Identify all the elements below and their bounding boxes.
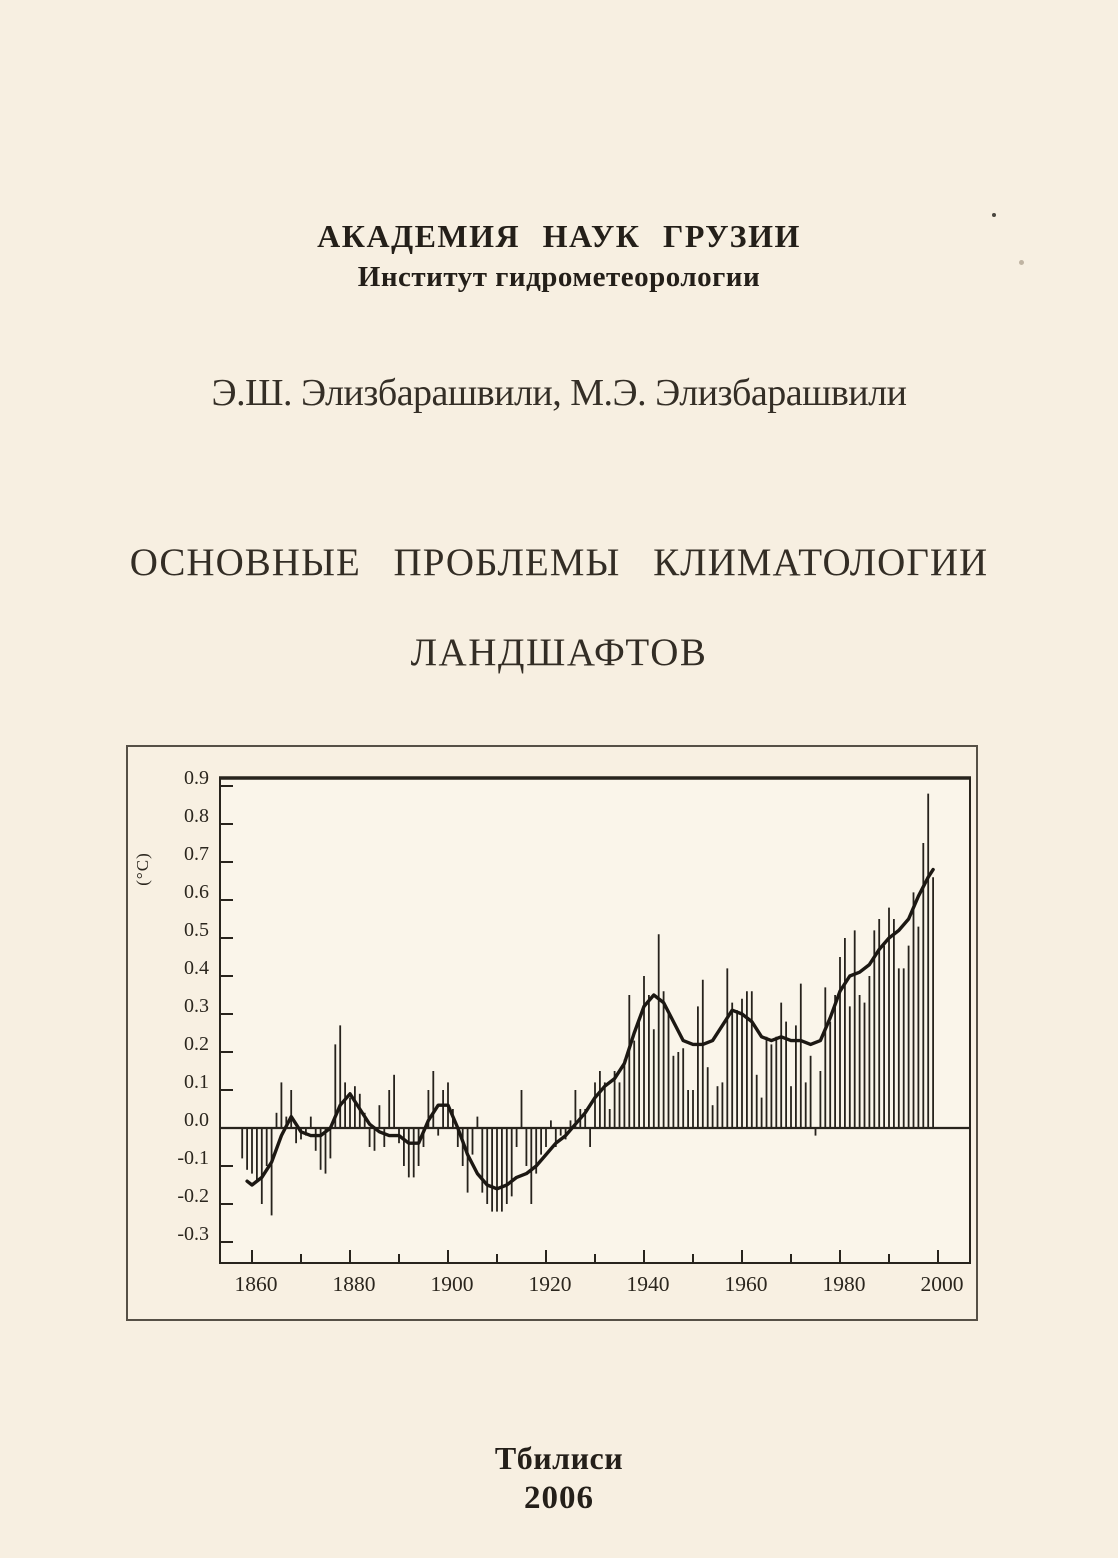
imprint-city: Тбилиси bbox=[494, 1440, 624, 1476]
institute-name: Институт гидрометеорологии bbox=[357, 261, 761, 293]
plot-area bbox=[220, 778, 970, 1263]
y-tick-label-0.8: 0.8 bbox=[184, 805, 209, 827]
temperature-anomaly-chart: 0.9 0.8 0.7 0.6 0.5 0.4 0.3 0.2 0.1 0.0 -0.1 -0.2 -0… bbox=[133, 767, 971, 1296]
book-title-line1: ОСНОВНЫЕ ПРОБЛЕМЫ КЛИМАТОЛОГИИ bbox=[129, 541, 989, 584]
y-tick-label-0.2: 0.2 bbox=[184, 1033, 209, 1055]
y-axis-unit-label: (°C) bbox=[133, 852, 152, 885]
imprint-year: 2006 bbox=[524, 1480, 594, 1516]
authors-line: Э.Ш. Элизбарашвили, М.Э. Элизбарашвили bbox=[211, 372, 907, 414]
x-tick-label-1960: 1960 bbox=[725, 1272, 768, 1296]
y-tick-label-0.3: 0.3 bbox=[184, 995, 209, 1017]
y-tick-label--0.1: -0.1 bbox=[177, 1147, 209, 1169]
x-tick-label-1920: 1920 bbox=[529, 1272, 572, 1296]
scan-speck bbox=[1019, 260, 1024, 265]
y-tick-label--0.3: -0.3 bbox=[177, 1223, 209, 1245]
scan-speck bbox=[992, 213, 996, 217]
academy-name: АКАДЕМИЯ НАУК ГРУЗИИ bbox=[317, 218, 801, 254]
x-tick-label-1980: 1980 bbox=[823, 1272, 866, 1296]
smoothed-curve bbox=[245, 867, 935, 1191]
y-tick-label-0.4: 0.4 bbox=[184, 957, 209, 979]
temperature-chart-figure: 0.9 0.8 0.7 0.6 0.5 0.4 0.3 0.2 0.1 0.0 -0.1 -0.2 -0… bbox=[126, 745, 978, 1321]
y-tick-label-0.6: 0.6 bbox=[184, 881, 209, 903]
y-tick-label-0.0: 0.0 bbox=[184, 1109, 209, 1131]
x-tick-label-1860: 1860 bbox=[235, 1272, 278, 1296]
y-tick-label-0.5: 0.5 bbox=[184, 919, 209, 941]
x-tick-label-2000: 2000 bbox=[921, 1272, 964, 1296]
y-tick-label--0.2: -0.2 bbox=[177, 1185, 209, 1207]
x-tick-label-1880: 1880 bbox=[333, 1272, 376, 1296]
book-title-line2: ЛАНДШАФТОВ bbox=[410, 631, 708, 674]
imprint-block: Тбилиси 2006 bbox=[0, 1438, 1118, 1518]
publisher-block: АКАДЕМИЯ НАУК ГРУЗИИ Институт гидрометео… bbox=[0, 216, 1118, 298]
y-tick-label-0.9: 0.9 bbox=[184, 767, 209, 789]
y-tick-label-0.1: 0.1 bbox=[184, 1071, 209, 1093]
x-tick-label-1940: 1940 bbox=[627, 1272, 670, 1296]
x-tick-label-1900: 1900 bbox=[431, 1272, 474, 1296]
y-tick-label-0.7: 0.7 bbox=[184, 843, 209, 865]
